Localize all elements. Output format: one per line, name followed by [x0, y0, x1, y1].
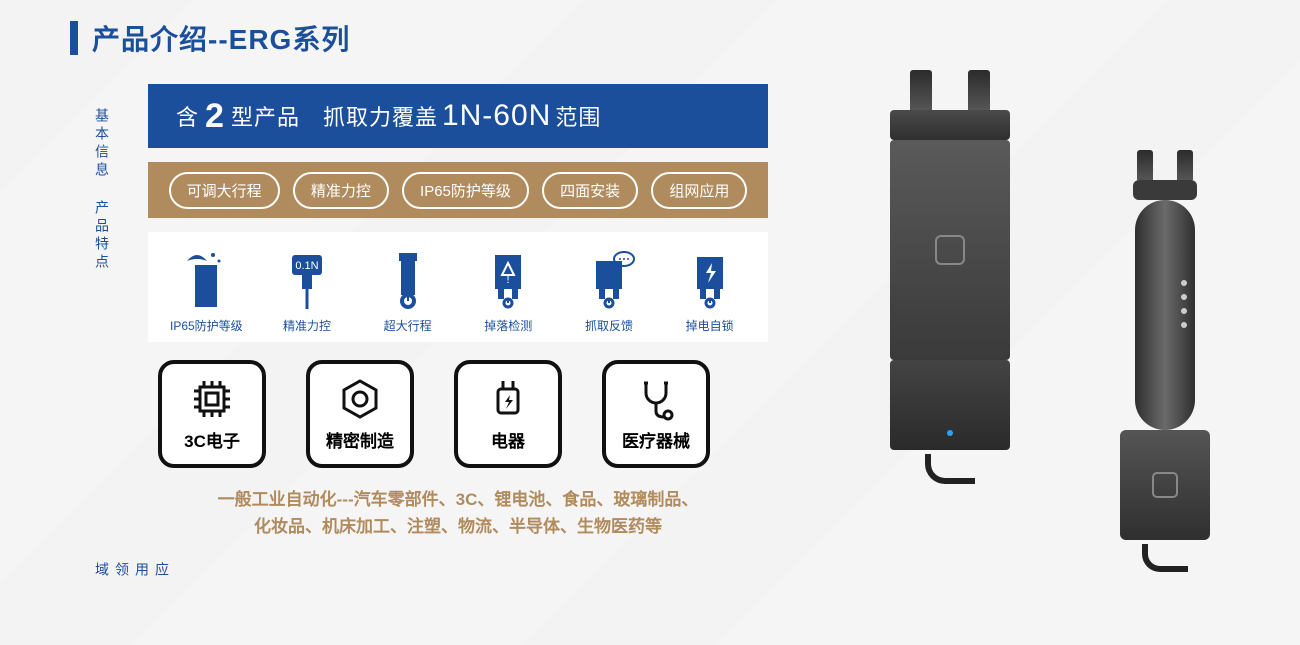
- banner-mid: 型产品 抓取力覆盖: [231, 100, 438, 132]
- product-render-rect: [890, 70, 1010, 484]
- app-label: 电器: [491, 427, 525, 452]
- icon-item: 掉电自锁: [665, 251, 755, 334]
- pill-item: 四面安装: [542, 172, 638, 209]
- app-box: 精密制造: [306, 360, 414, 468]
- banner-prefix: 含: [176, 100, 199, 132]
- icon-item: IP65防护等级: [161, 251, 251, 334]
- svg-text:!: !: [507, 272, 510, 286]
- icon-caption: 抓取反馈: [585, 317, 633, 334]
- app-label: 医疗器械: [622, 427, 690, 452]
- footer-line-1: 一般工业自动化---汽车零部件、3C、锂电池、食品、玻璃制品、: [148, 486, 768, 513]
- medical-icon: [634, 377, 678, 421]
- footer-line-2: 化妆品、机床加工、注塑、物流、半导体、生物医药等: [148, 513, 768, 540]
- icon-caption: IP65防护等级: [170, 317, 243, 334]
- feature-pill-row: 可调大行程 精准力控 IP65防护等级 四面安装 组网应用: [148, 162, 768, 218]
- banner-count: 2: [205, 97, 225, 136]
- page-title: 产品介绍--ERG系列: [92, 18, 350, 58]
- product-render-cyl: [1120, 150, 1210, 572]
- side-label-basic: 基本信息: [92, 108, 112, 180]
- chip-icon: [190, 377, 234, 421]
- application-row: 3C电子 精密制造 电器: [148, 356, 768, 468]
- pill-item: 组网应用: [651, 172, 747, 209]
- icon-caption: 超大行程: [384, 317, 432, 334]
- icon-caption: 精准力控: [283, 317, 331, 334]
- banner-range: 1N-60N: [442, 99, 551, 133]
- ip65-icon: [179, 251, 233, 311]
- force-icon: 0.1N: [280, 251, 334, 311]
- icon-item: 超大行程: [363, 251, 453, 334]
- travel-icon: [381, 251, 435, 311]
- app-box: 电器: [454, 360, 562, 468]
- force-badge: 0.1N: [295, 260, 318, 272]
- drop-icon: !: [481, 251, 535, 311]
- application-summary: 一般工业自动化---汽车零部件、3C、锂电池、食品、玻璃制品、 化妆品、机床加工…: [148, 482, 768, 544]
- app-label: 3C电子: [184, 427, 240, 452]
- banner-suffix: 范围: [555, 100, 601, 132]
- feature-icon-strip: IP65防护等级 0.1N 精准力控: [148, 232, 768, 342]
- icon-caption: 掉落检测: [484, 317, 532, 334]
- plug-icon: [486, 377, 530, 421]
- pill-item: IP65防护等级: [402, 172, 529, 209]
- pill-item: 精准力控: [293, 172, 389, 209]
- icon-item: 抓取反馈: [564, 251, 654, 334]
- app-box: 医疗器械: [602, 360, 710, 468]
- lock-icon: [683, 251, 737, 311]
- feedback-icon: [582, 251, 636, 311]
- side-label-domain: 应用领域: [92, 562, 172, 580]
- app-box: 3C电子: [158, 360, 266, 468]
- title-accent-bar: [70, 21, 78, 55]
- hex-icon: [338, 377, 382, 421]
- page-title-row: 产品介绍--ERG系列: [70, 18, 1230, 58]
- icon-item: ! 掉落检测: [463, 251, 553, 334]
- app-label: 精密制造: [326, 427, 394, 452]
- icon-item: 0.1N 精准力控: [262, 251, 352, 334]
- icon-caption: 掉电自锁: [686, 317, 734, 334]
- summary-banner: 含 2 型产品 抓取力覆盖 1N-60N 范围: [148, 84, 768, 148]
- pill-item: 可调大行程: [169, 172, 280, 209]
- side-label-feature: 产品特点: [92, 200, 112, 272]
